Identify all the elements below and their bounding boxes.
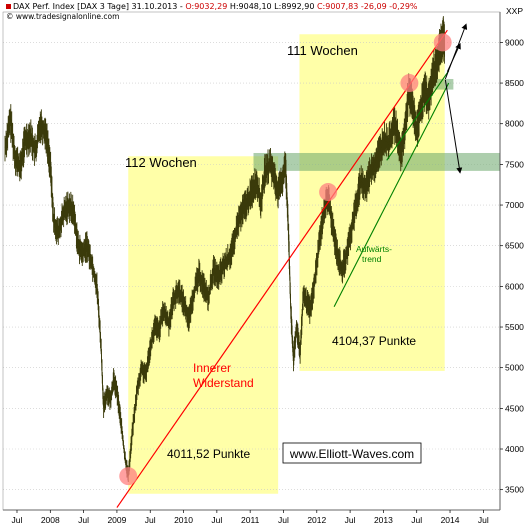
plot-frame: [2, 11, 501, 511]
y-tick-label: 7500: [505, 159, 524, 169]
highlight-circle-3: [400, 74, 419, 93]
axes: 3500 4000 4500 5000 5500 6000 6500 7000 7500 8000…: [2, 6, 524, 525]
arrow-up-2: [446, 42, 461, 72]
x-tick-label: 2014: [441, 515, 460, 525]
y-tick-label: 6500: [505, 241, 524, 251]
watermark-box: [282, 442, 422, 464]
arrow-down: [444, 79, 463, 174]
highlight-circle-4: [433, 33, 452, 52]
x-tick-label: 2012: [307, 515, 326, 525]
x-tick-label: 2013: [374, 515, 393, 525]
y-tick-label: 5000: [505, 363, 524, 373]
resistance-label-line2: Widerstand: [193, 376, 254, 390]
x-tick-label: Jul: [145, 515, 156, 525]
x-tick-label: Jul: [411, 515, 422, 525]
range-label-112-wochen: 112 Wochen: [125, 155, 197, 170]
x-tick-label: Jul: [78, 515, 89, 525]
time-zones: [128, 34, 445, 494]
support-zone-8500: [430, 78, 454, 90]
open-value: O:9032,29: [185, 2, 228, 11]
x-tick-label: 2011: [241, 515, 260, 525]
point-label-4104: 4104,37 Punkte: [332, 334, 416, 348]
x-tick-label: 2010: [174, 515, 193, 525]
x-tick-label: Jul: [278, 515, 289, 525]
point-label-4011: 4011,52 Punkte: [167, 447, 251, 461]
low-value: L:8992,90: [274, 2, 315, 11]
resistance-label-line1: Innerer: [193, 361, 231, 375]
x-tick-label: Jul: [345, 515, 356, 525]
trend-label-line1: Aufwärts-: [356, 244, 392, 254]
series-color-swatch: [6, 4, 11, 9]
time-zone-1: [128, 156, 279, 494]
source-label: © www.tradesignalonline.com: [6, 12, 119, 21]
x-tick-label: 2008: [41, 515, 60, 525]
change-value: -26,09 -0,29%: [360, 2, 418, 11]
y-axis-unit-label: XXP: [506, 6, 523, 16]
y-tick-label: 5500: [505, 322, 524, 332]
copyright-icon: ©: [6, 12, 14, 21]
highlight-circle-2: [319, 183, 338, 202]
y-tick-label: 4500: [505, 403, 524, 413]
range-label-111-wochen: 111 Wochen: [287, 43, 358, 58]
x-tick-label: 2009: [107, 515, 126, 525]
y-tick-label: 8500: [505, 78, 524, 88]
y-tick-label: 8000: [505, 119, 524, 129]
close-value: C:9007,83: [316, 2, 359, 11]
highlight-circles: [119, 33, 452, 486]
highlight-circle-1: [119, 467, 138, 486]
x-tick-label: Jul: [478, 515, 489, 525]
y-tick-label: 3500: [505, 485, 524, 495]
chart-header: DAX Perf. Index [DAX 3 Tage] 31.10.2013 …: [6, 2, 418, 11]
high-value: H:9048,10: [229, 2, 272, 11]
uptrend-line-upper: [386, 70, 450, 161]
resistance-line: [116, 29, 448, 508]
chart-title: DAX Perf. Index [DAX 3 Tage] 31.10.2013 …: [13, 2, 183, 11]
annotations: 112 Wochen 111 Wochen 4011,52 Punkte 4104,3…: [125, 43, 422, 464]
y-tick-label: 4000: [505, 444, 524, 454]
y-tick-label: 6000: [505, 281, 524, 291]
trend-label-line2: trend: [362, 254, 382, 264]
source-url: www.tradesignalonline.com: [15, 12, 120, 21]
arrow-up-1: [444, 23, 468, 80]
x-tick-label: Jul: [211, 515, 222, 525]
watermark-text: www.Elliott-Waves.com: [289, 447, 414, 461]
uptrend-line-lower: [333, 82, 450, 307]
price-line: [4, 37, 446, 477]
trend-lines-layer: [116, 23, 468, 508]
y-tick-label: 7000: [505, 200, 524, 210]
x-tick-label: Jul: [12, 515, 23, 525]
y-tick-label: 9000: [505, 37, 524, 47]
